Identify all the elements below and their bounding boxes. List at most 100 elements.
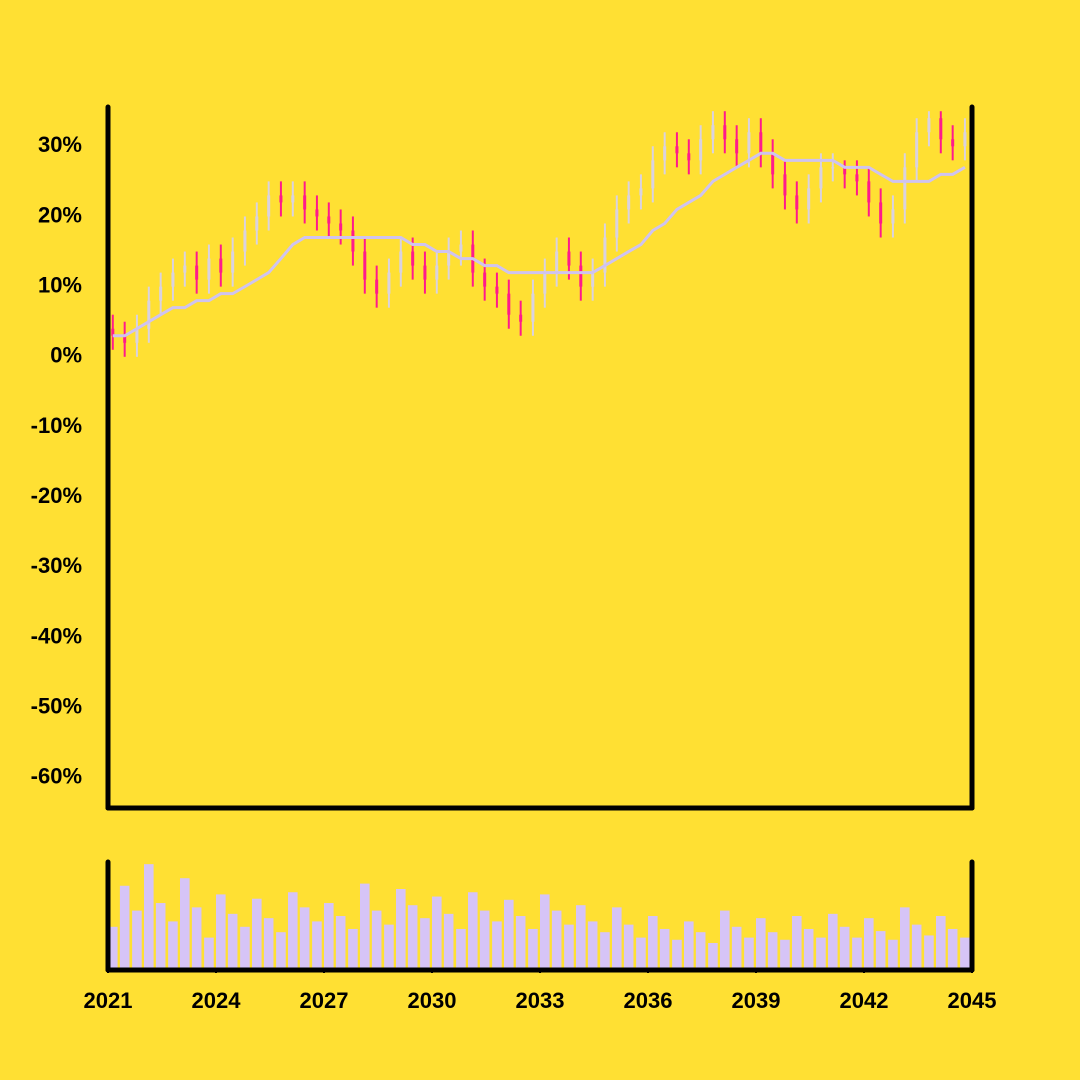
volume-bar [648,916,658,970]
volume-bar [828,913,838,970]
ohlc-body [771,153,775,175]
ohlc-body [903,167,907,210]
ohlc-body [843,167,847,175]
ohlc-body [279,195,283,203]
ohlc-body [483,272,487,287]
y-tick-label: -10% [31,413,82,438]
ohlc-body [915,132,919,168]
volume-bar [216,894,226,970]
volume-bar [132,910,142,970]
volume-bar [420,918,430,970]
y-tick-label: -30% [31,553,82,578]
ohlc-body [495,286,499,294]
ohlc-body [819,167,823,189]
ohlc-body [219,258,223,273]
volume-bar [456,928,466,970]
ohlc-body [411,251,415,266]
volume-bar [240,926,250,970]
ohlc-body [735,139,739,154]
volume-bar [564,924,574,970]
y-tick-label: -50% [31,693,82,718]
ohlc-body [267,195,271,217]
ohlc-body [579,265,583,287]
moving-average [112,151,966,338]
ohlc-body [603,237,607,273]
volume-bar [252,898,262,970]
volume-bar [600,932,610,970]
volume-bar [623,924,634,970]
y-tick-label: -20% [31,483,82,508]
ohlc-body [675,146,679,154]
volume-bar [180,878,190,970]
volume-bar [155,903,166,970]
volume-bar [875,931,886,970]
volume-bar [672,939,682,970]
volume-bar [348,928,358,970]
volume-bar [492,921,502,970]
x-tick-label: 2033 [516,988,565,1013]
volume-bar [960,937,970,970]
ohlc-body [723,125,727,140]
volume-bar [576,905,586,970]
ohlc-body [807,188,811,210]
ohlc-body [663,146,667,161]
ohlc-body [195,265,199,280]
ohlc-body [555,251,559,273]
x-tick-label: 2042 [840,988,889,1013]
volume-bar [695,932,706,970]
ohlc-body [243,230,247,252]
ohlc-body [747,132,751,154]
ohlc-body [375,279,379,294]
volume-bar [119,885,130,970]
ohlc-body [207,258,211,280]
volume-bar [924,935,934,970]
ohlc-body [543,272,547,294]
ohlc-body [507,293,511,315]
ohlc-body [831,167,835,169]
ohlc-body [351,230,355,252]
volume-bar [540,894,550,970]
x-tick-label: 2027 [300,988,349,1013]
ohlc-body [399,251,403,273]
ohlc-body [363,251,367,280]
y-tick-label: 0% [50,343,82,368]
ohlc-body [171,272,175,287]
volume-bar [936,916,946,970]
ohlc-body [855,174,859,182]
volume-bar [900,907,910,970]
ohlc-body [447,251,451,266]
volume-bar [612,907,622,970]
ohlc-body [939,118,943,140]
volume-bar [396,889,406,970]
ohlc-body [423,265,427,280]
ohlc-body [867,181,871,203]
volume-bar [384,924,394,970]
ohlc-body [135,328,139,343]
volume-bar [852,937,862,970]
volume-bar [947,928,958,970]
y-tick-label: -60% [31,764,82,789]
ohlc-body [687,153,691,161]
volume-bar [168,921,178,970]
x-tick-label: 2021 [84,988,133,1013]
volume-bar [324,903,334,970]
volume-bar [263,918,274,970]
ohlc-body [711,125,715,140]
volume-bar [504,899,514,970]
ohlc-body [651,160,655,189]
volume-bar [528,928,538,970]
ohlc-body [183,265,187,273]
volume-bar [756,918,766,970]
volume-bar [744,937,754,970]
volume-bar [780,939,790,970]
x-tick-label: 2045 [948,988,997,1013]
ohlc-body [459,244,463,252]
x-tick-label: 2036 [624,988,673,1013]
volume-bar [636,937,646,970]
y-tick-label: 30% [38,132,82,157]
ohlc-body [327,216,331,224]
ohlc-body [303,195,307,210]
volume-bar [816,937,826,970]
